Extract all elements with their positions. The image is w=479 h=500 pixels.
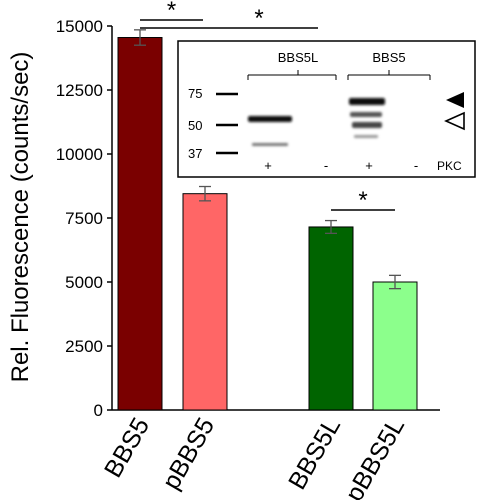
band-bbs5-plus-mid	[350, 112, 382, 117]
inset-bracket-bbs5	[347, 70, 431, 80]
inset-frame	[177, 40, 476, 178]
band-bbs5l-plus-main	[248, 116, 292, 122]
bar-bbs5	[117, 37, 163, 411]
western-blot-inset: BBS5L BBS5 75 50 37	[177, 40, 476, 178]
significance-asterisk: *	[254, 5, 263, 32]
open-arrowhead-icon	[444, 111, 465, 131]
filled-arrowhead-icon	[446, 92, 464, 108]
band-bbs5-plus-lower	[352, 122, 382, 128]
x-tick-label: pBBS5L	[340, 413, 410, 500]
inset-group-label-bbs5: BBS5	[372, 50, 405, 65]
lane-sign-4: -	[414, 158, 418, 173]
y-tick-label: 0	[94, 401, 103, 420]
x-tick-label: BBS5L	[283, 413, 346, 494]
y-axis-label: Rel. Fluorescence (counts/sec)	[7, 52, 34, 383]
mw-marker-50: 50	[188, 118, 202, 133]
error-bar-pbbs5l	[389, 274, 401, 290]
y-tick-label: 5000	[65, 273, 103, 292]
mw-marker-75: 75	[188, 86, 202, 101]
y-tick-label: 12500	[56, 81, 103, 100]
band-bbs5-plus-upper	[349, 98, 385, 105]
lane-sign-3: +	[365, 158, 373, 173]
y-tick-label: 15000	[56, 17, 103, 36]
bar-pbbs5l	[372, 281, 418, 411]
significance-asterisk: *	[358, 187, 367, 214]
error-bar-bbs5l	[325, 219, 337, 235]
y-tick-label: 2500	[65, 337, 103, 356]
blot-bands	[248, 98, 385, 146]
lane-sign-2: -	[324, 158, 328, 173]
y-tick-label: 7500	[65, 209, 103, 228]
y-tick-label: 10000	[56, 145, 103, 164]
band-bbs5l-plus-minor	[252, 143, 288, 146]
error-bar-bbs5	[134, 29, 146, 46]
lane-sign-1: +	[264, 158, 272, 173]
inset-group-label-bbs5l: BBS5L	[278, 50, 318, 65]
error-bar-pbbs5	[199, 185, 211, 202]
inset-bracket-bbs5l	[247, 70, 337, 80]
mw-marker-37: 37	[188, 146, 202, 161]
bar-bbs5l	[308, 226, 354, 411]
x-tick-label: pBBS5	[157, 413, 220, 494]
bar-pbbs5	[182, 193, 228, 411]
x-tick-label: BBS5	[99, 413, 155, 482]
treatment-label: PKC	[437, 159, 462, 173]
significance-asterisk: *	[167, 0, 176, 24]
band-bbs5-plus-faint	[354, 135, 378, 138]
